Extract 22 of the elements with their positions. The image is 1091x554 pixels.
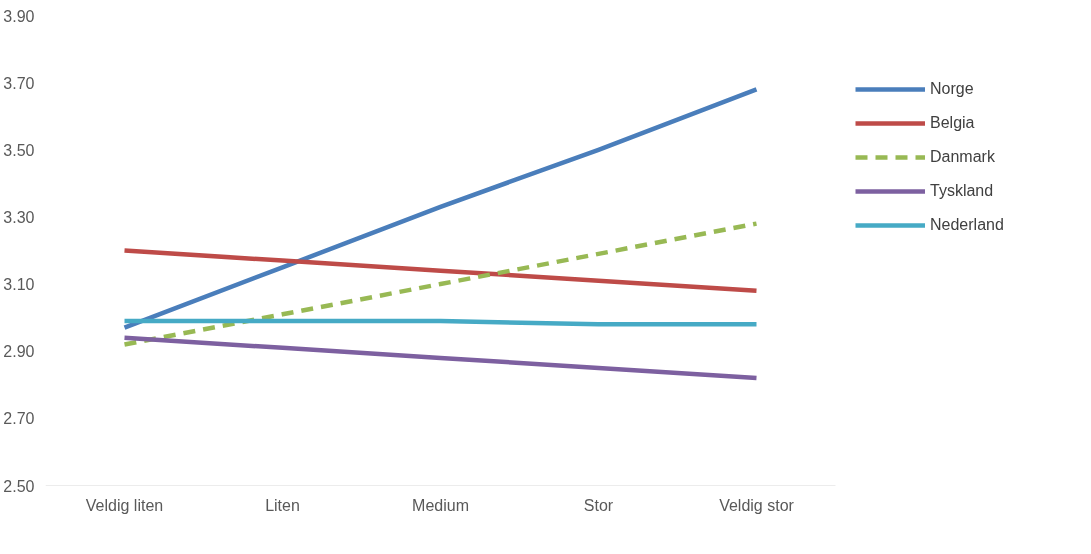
y-tick-label: 3.70 [3, 74, 35, 92]
y-tick-label: 2.50 [3, 477, 35, 495]
x-tick-label: Veldig liten [85, 496, 164, 514]
legend-label: Belgia [930, 114, 975, 132]
line-series [122, 335, 759, 381]
x-tick-label: Stor [583, 496, 614, 514]
y-tick-label: 3.90 [3, 7, 35, 25]
y-tick-label: 2.90 [3, 343, 35, 361]
legend-label: Norge [930, 80, 974, 98]
line-series [122, 248, 759, 294]
legend-label: Nederland [930, 216, 1004, 234]
line-series [122, 221, 759, 347]
legend-label: Danmark [930, 148, 995, 166]
y-tick-label: 3.50 [3, 141, 35, 159]
y-tick-label: 2.70 [3, 410, 35, 428]
legend-label: Tyskland [930, 182, 994, 200]
x-tick-label: Veldig stor [719, 496, 795, 514]
y-tick-label: 3.30 [3, 208, 35, 226]
y-tick-label: 3.10 [3, 276, 35, 294]
x-tick-label: Medium [412, 496, 469, 514]
x-tick-label: Liten [265, 496, 300, 514]
line-series [122, 87, 759, 330]
